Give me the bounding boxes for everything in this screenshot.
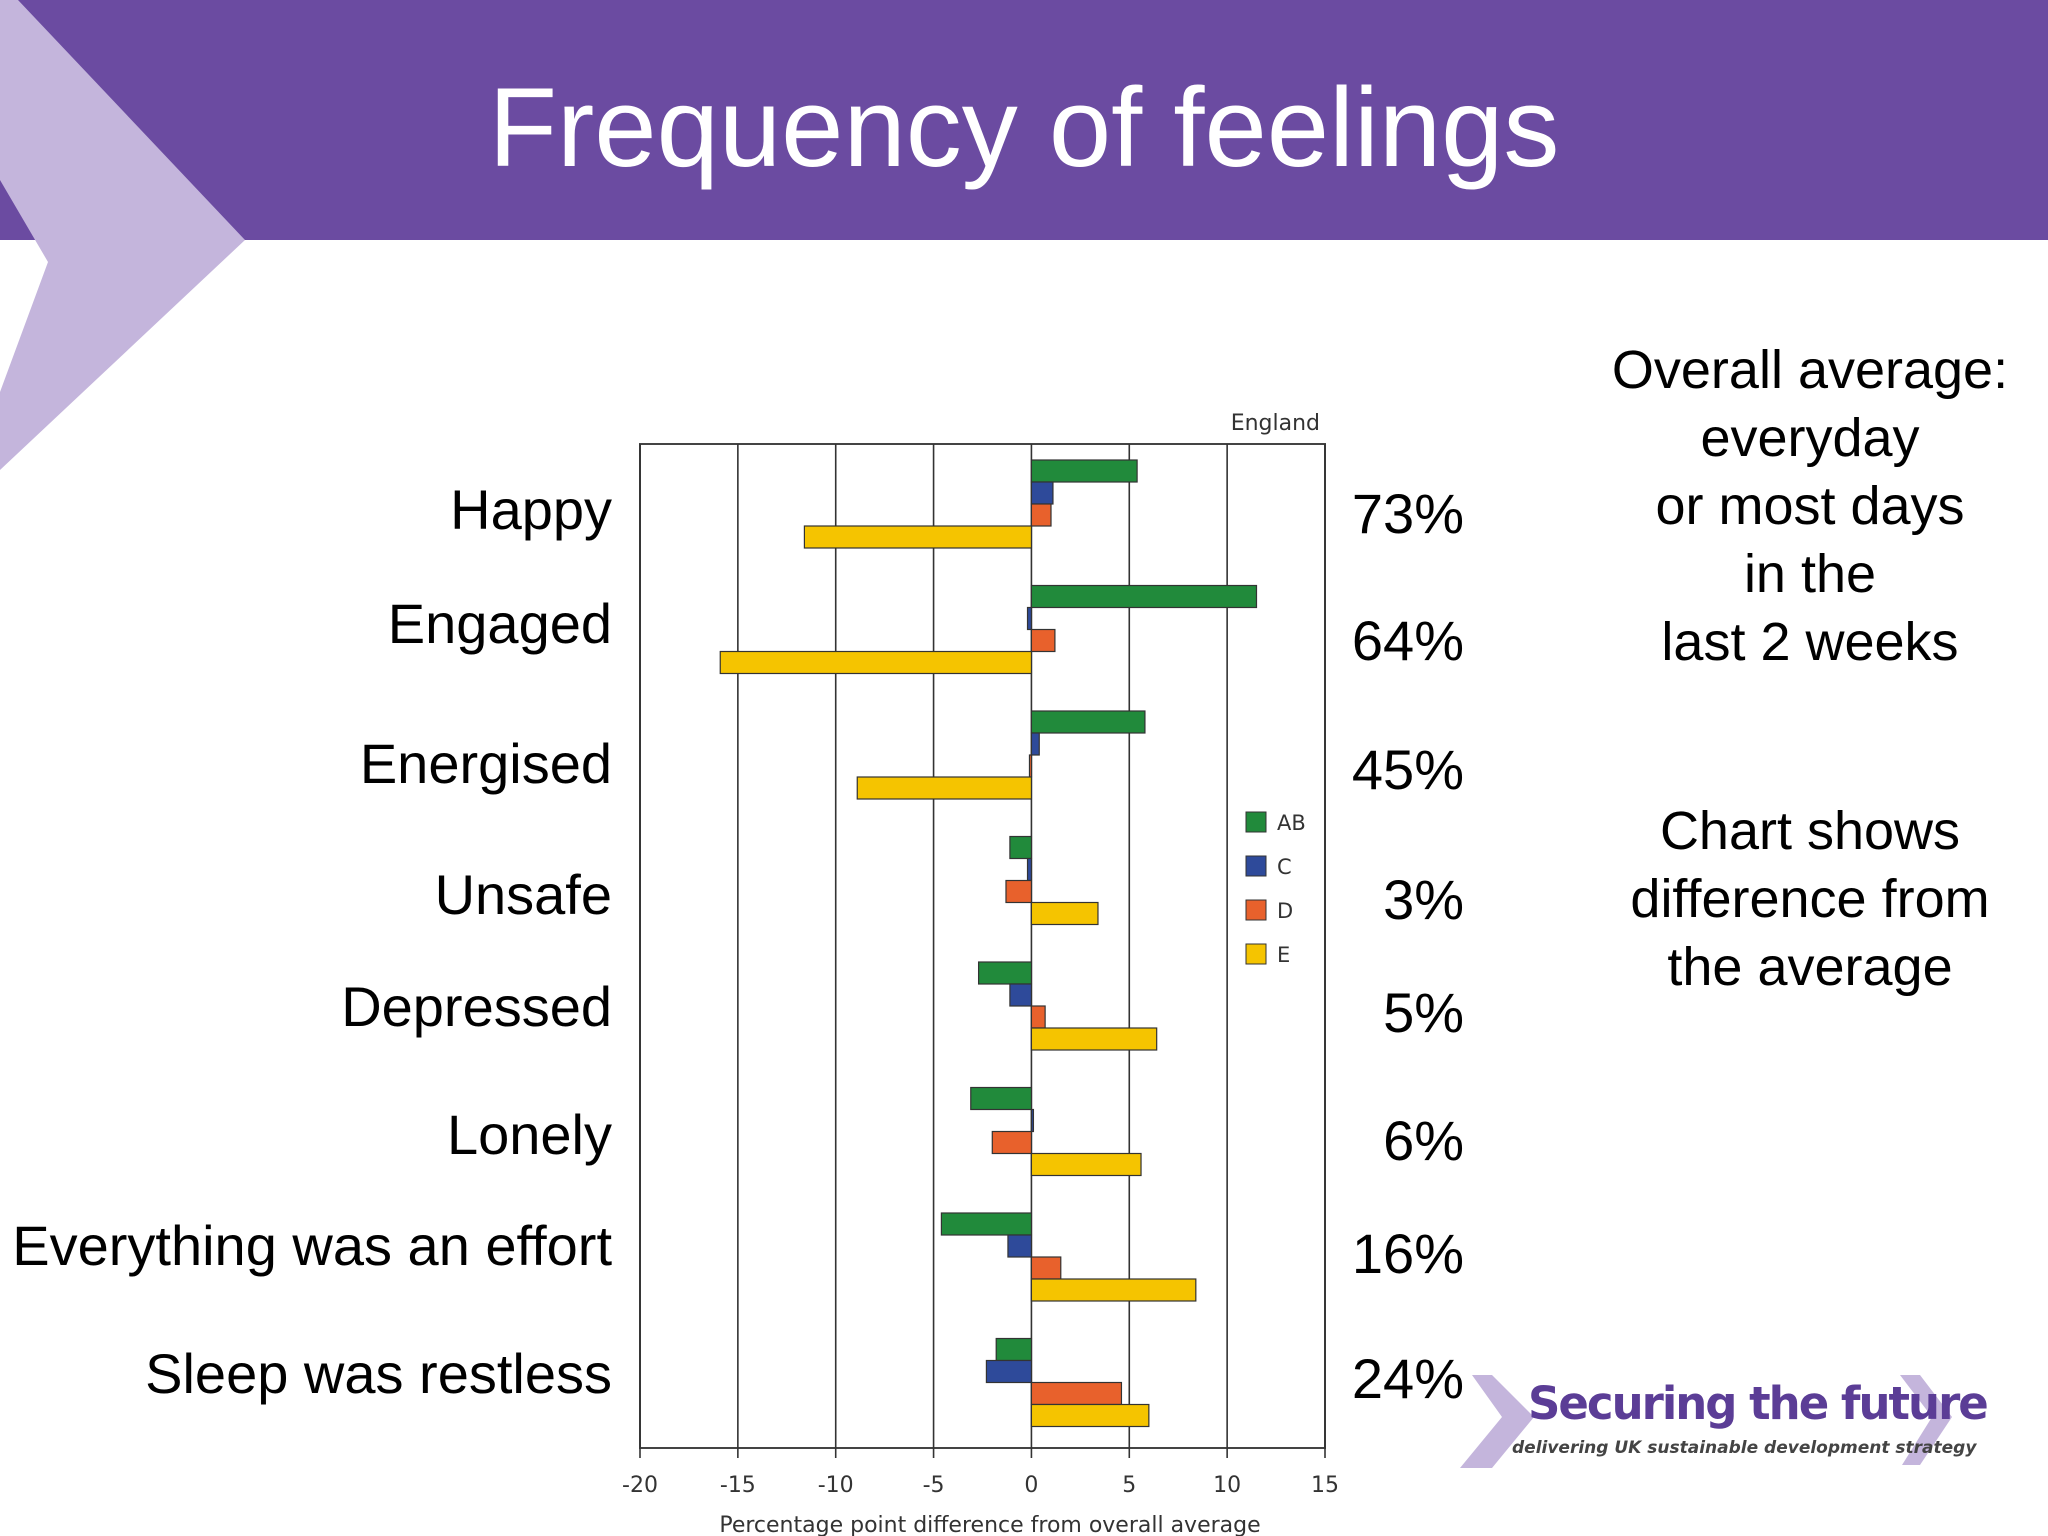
average-label: 5% bbox=[1383, 981, 1464, 1044]
bar-ab bbox=[995, 1337, 1033, 1362]
average-label: 64% bbox=[1351, 609, 1464, 672]
legend-swatch bbox=[1245, 899, 1267, 921]
chart-explanation-note: Chart shows difference from the average bbox=[1630, 801, 1990, 997]
bar-d bbox=[1030, 1256, 1062, 1280]
legend-swatch bbox=[1245, 811, 1267, 833]
bar-ab bbox=[1030, 710, 1146, 734]
bars bbox=[719, 459, 1258, 1428]
bar-ab bbox=[970, 1086, 1033, 1111]
bar-ab bbox=[940, 1212, 1033, 1236]
logo-subtitle: delivering UK sustainable development st… bbox=[1512, 1438, 1977, 1458]
category-label: Unsafe bbox=[434, 863, 612, 926]
chevron-decoration bbox=[0, 0, 245, 470]
average-label: 73% bbox=[1351, 482, 1464, 545]
header-band bbox=[0, 0, 2048, 240]
slide-title: Frequency of feelings bbox=[488, 65, 1560, 190]
legend-swatch bbox=[1245, 855, 1267, 877]
category-label: Sleep was restless bbox=[145, 1342, 612, 1405]
legend-label: D bbox=[1277, 899, 1293, 923]
average-label: 16% bbox=[1351, 1222, 1464, 1285]
bar-d bbox=[1028, 754, 1033, 778]
overall-average-note: Overall average: everyday or most days i… bbox=[1611, 340, 2009, 672]
category-label: Everything was an effort bbox=[12, 1214, 612, 1277]
average-label: 3% bbox=[1383, 868, 1464, 931]
x-tick-label: 0 bbox=[1024, 1473, 1038, 1498]
bar-e bbox=[1030, 1278, 1197, 1302]
bar-d bbox=[1005, 879, 1033, 904]
bar-c bbox=[1030, 481, 1054, 505]
bar-d bbox=[991, 1130, 1033, 1155]
bar-c bbox=[985, 1359, 1033, 1384]
category-label: Depressed bbox=[341, 975, 612, 1038]
bar-d bbox=[1030, 1005, 1046, 1029]
x-tick-label: 15 bbox=[1311, 1473, 1339, 1498]
x-tick-label: -20 bbox=[622, 1473, 658, 1498]
x-tick-label: 5 bbox=[1122, 1473, 1136, 1498]
bar-d bbox=[1030, 503, 1052, 527]
bar-e bbox=[1030, 1027, 1158, 1051]
bar-e bbox=[856, 776, 1033, 800]
category-label: Lonely bbox=[446, 1103, 612, 1166]
bar-e bbox=[803, 525, 1033, 549]
bar-ab bbox=[1030, 584, 1258, 609]
bar-c bbox=[1030, 1108, 1035, 1133]
legend-label: C bbox=[1277, 855, 1292, 879]
bar-ab bbox=[977, 961, 1033, 985]
bar-ab bbox=[1009, 835, 1033, 860]
x-tick-label: -15 bbox=[720, 1473, 756, 1498]
logo-arrow-icon bbox=[1460, 1375, 1952, 1468]
legend-label: AB bbox=[1277, 811, 1306, 835]
legend-swatch bbox=[1245, 943, 1267, 965]
bar-c bbox=[1026, 857, 1033, 882]
bar-c bbox=[1030, 732, 1040, 756]
legend: AB CDE bbox=[1245, 811, 1306, 967]
x-axis-label: Percentage point difference from overall… bbox=[719, 1513, 1260, 1536]
x-tick-label: -10 bbox=[818, 1473, 854, 1498]
bar-e bbox=[1030, 1403, 1150, 1428]
bar-e bbox=[1030, 1152, 1142, 1177]
legend-label: E bbox=[1277, 943, 1290, 967]
bar-c bbox=[1007, 1234, 1033, 1258]
x-axis-ticks: -20 -15 -10 -5 0 5 10 15 bbox=[622, 1448, 1339, 1498]
bar-e bbox=[1030, 901, 1099, 926]
logo-title: Securing the future bbox=[1528, 1377, 1989, 1430]
category-label: Happy bbox=[450, 478, 612, 541]
bar-d bbox=[1030, 1381, 1123, 1406]
x-tick-label: -5 bbox=[923, 1473, 945, 1498]
bar-c bbox=[1026, 606, 1033, 631]
bar-c bbox=[1009, 983, 1033, 1007]
category-label: Engaged bbox=[387, 592, 612, 655]
average-label: 6% bbox=[1383, 1109, 1464, 1172]
average-label: 45% bbox=[1351, 738, 1464, 801]
bar-e bbox=[719, 650, 1033, 675]
bar-ab bbox=[1030, 459, 1138, 483]
x-tick-label: 10 bbox=[1213, 1473, 1241, 1498]
average-label: 24% bbox=[1351, 1347, 1464, 1410]
category-label: Energised bbox=[359, 732, 612, 795]
logo: Securing the future delivering UK sustai… bbox=[1460, 1365, 1989, 1485]
chart-title: England bbox=[1231, 411, 1320, 436]
bar-d bbox=[1030, 628, 1056, 653]
plot-area bbox=[639, 443, 1326, 1449]
